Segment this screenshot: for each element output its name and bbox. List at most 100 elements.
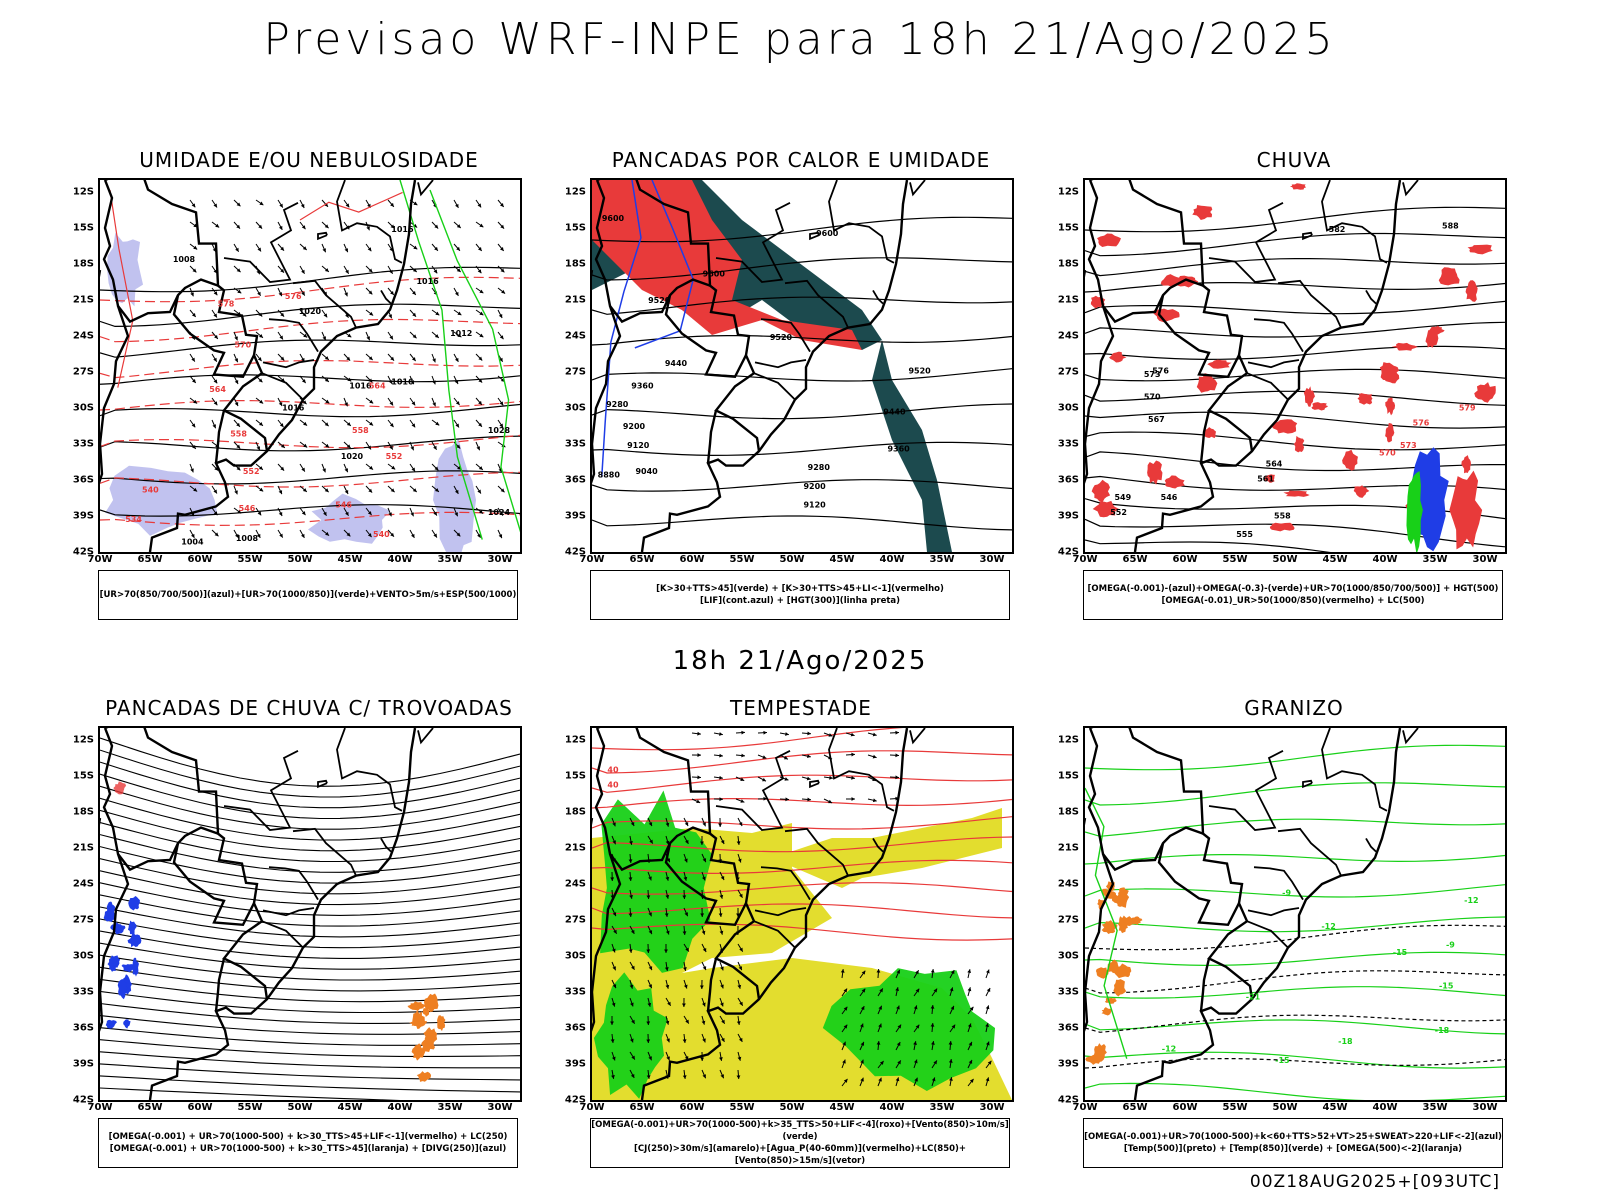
longitude-tick: 40W: [879, 1102, 905, 1113]
streamline-250: [100, 906, 520, 938]
wind-vector: [500, 224, 505, 229]
longitude-tick: 35W: [437, 1102, 463, 1113]
longitude-tick: 60W: [187, 1102, 213, 1113]
wind-vector: [454, 512, 458, 517]
latitude-tick: 27S: [564, 914, 586, 926]
wind-vector: [432, 402, 436, 407]
wind-vector: [213, 291, 218, 296]
state-border: [1247, 359, 1300, 369]
country-border: [1085, 853, 1115, 1032]
wind-vector: [736, 841, 741, 845]
geopotential-500-contour: [1085, 539, 1331, 552]
geopotential-500-contour: [1085, 232, 1505, 257]
wind-vector: [259, 334, 263, 338]
latitude-tick: 18S: [72, 806, 94, 818]
wind-vector: [967, 1023, 972, 1028]
rain-area: [1449, 470, 1483, 550]
longitude-tick: 40W: [387, 1102, 413, 1113]
wind-vector: [389, 269, 393, 274]
latitude-tick: 30S: [1057, 950, 1079, 962]
rain-area: [1269, 522, 1295, 532]
rain-area: [1465, 280, 1478, 302]
wind-vector: [700, 841, 704, 845]
latitude-axis: 12S 15S 18S 21S 24S 27S 30S 33S 36S 39S 42S: [64, 178, 94, 558]
wind-vector: [323, 511, 327, 516]
wind-vector: [324, 268, 329, 272]
divergence-area: [121, 964, 136, 973]
latitude-tick: 42S: [564, 1094, 586, 1106]
wind-vector: [345, 269, 349, 274]
latitude-tick: 39S: [564, 1058, 586, 1070]
rain-area: [1196, 373, 1218, 393]
wind-vector: [478, 400, 482, 405]
wind-vector: [720, 1074, 724, 1079]
wind-vector: [457, 465, 461, 470]
pressure-contour: [100, 303, 520, 328]
legend-line: [OMEGA(-0.001) + UR>70(1000-500) + k>30_…: [109, 1144, 507, 1154]
wind-vector: [736, 1021, 741, 1025]
streamline-250: [100, 1039, 520, 1057]
wind-vector: [630, 1073, 635, 1078]
country-border: [592, 853, 622, 1032]
wind-vector: [949, 1077, 953, 1081]
wind-vector: [324, 488, 329, 493]
rain-area: [1342, 449, 1358, 471]
wind-vector: [192, 268, 197, 273]
wind-vector: [701, 1020, 706, 1025]
longitude-tick: 45W: [337, 554, 363, 565]
wind-vector: [477, 489, 481, 494]
contour-label: 1028: [488, 426, 511, 435]
wind-vector: [258, 312, 263, 317]
wind-vector: [433, 269, 438, 274]
wind-vector: [236, 466, 241, 471]
wind-vector: [389, 445, 393, 450]
wind-vector: [479, 289, 484, 294]
omega-500-area: [1097, 898, 1106, 910]
wind-vector: [720, 984, 724, 989]
coastline: [1133, 728, 1402, 1100]
latitude-axis: 12S 15S 18S 21S 24S 27S 30S 33S 36S 39S 42S: [1049, 178, 1079, 558]
longitude-tick: 65W: [137, 1102, 163, 1113]
wind-vector: [499, 423, 504, 428]
wind-vector: [390, 532, 394, 537]
longitude-axis: 70W 65W 60W 55W 50W 45W 40W 35W 30W: [88, 1102, 520, 1116]
panel-title: CHUVA: [1256, 148, 1332, 172]
wind-vector: [611, 1075, 615, 1079]
latitude-tick: 15S: [1057, 770, 1079, 782]
longitude-tick: 30W: [1472, 1102, 1498, 1113]
wind-vector: [646, 1021, 651, 1025]
contour-label: 540: [373, 530, 390, 539]
streamline-250: [100, 834, 520, 873]
contour-label: -12: [1464, 896, 1478, 905]
wind-vector: [390, 224, 395, 229]
contour-label: -18: [1435, 1026, 1450, 1035]
wind-vector: [613, 929, 617, 934]
wind-vector: [455, 423, 459, 428]
rain-area: [1357, 393, 1373, 405]
wind-vector: [256, 446, 261, 451]
wind-vector: [629, 984, 634, 989]
state-border: [1321, 180, 1388, 264]
wind-vector: [410, 512, 414, 517]
contour-label: 1020: [341, 452, 364, 461]
country-border: [1087, 728, 1204, 872]
rain-area: [1109, 351, 1127, 363]
longitude-tick: 45W: [337, 1102, 363, 1113]
rain-area: [1438, 267, 1460, 286]
rain-area: [1270, 419, 1298, 434]
state-border: [1246, 920, 1289, 949]
contour-label: -15: [1275, 1056, 1290, 1065]
map-canvas: 1008 1016 1020 1016 1012 1016 1020 1016 1016 1008…: [100, 180, 520, 552]
wind-vector: [851, 752, 855, 757]
divergence-area: [106, 901, 116, 920]
wind-vector: [683, 984, 688, 989]
wind-vector: [948, 1059, 953, 1063]
latitude-tick: 12S: [1057, 186, 1079, 198]
contour-label: 9040: [635, 467, 658, 476]
contour-label: 573: [1144, 370, 1161, 379]
thickness-contour: [100, 318, 520, 343]
latitude-tick: 33S: [72, 986, 94, 998]
wind-vector: [259, 422, 263, 426]
state-border: [1247, 907, 1300, 917]
wind-vector: [323, 313, 328, 318]
